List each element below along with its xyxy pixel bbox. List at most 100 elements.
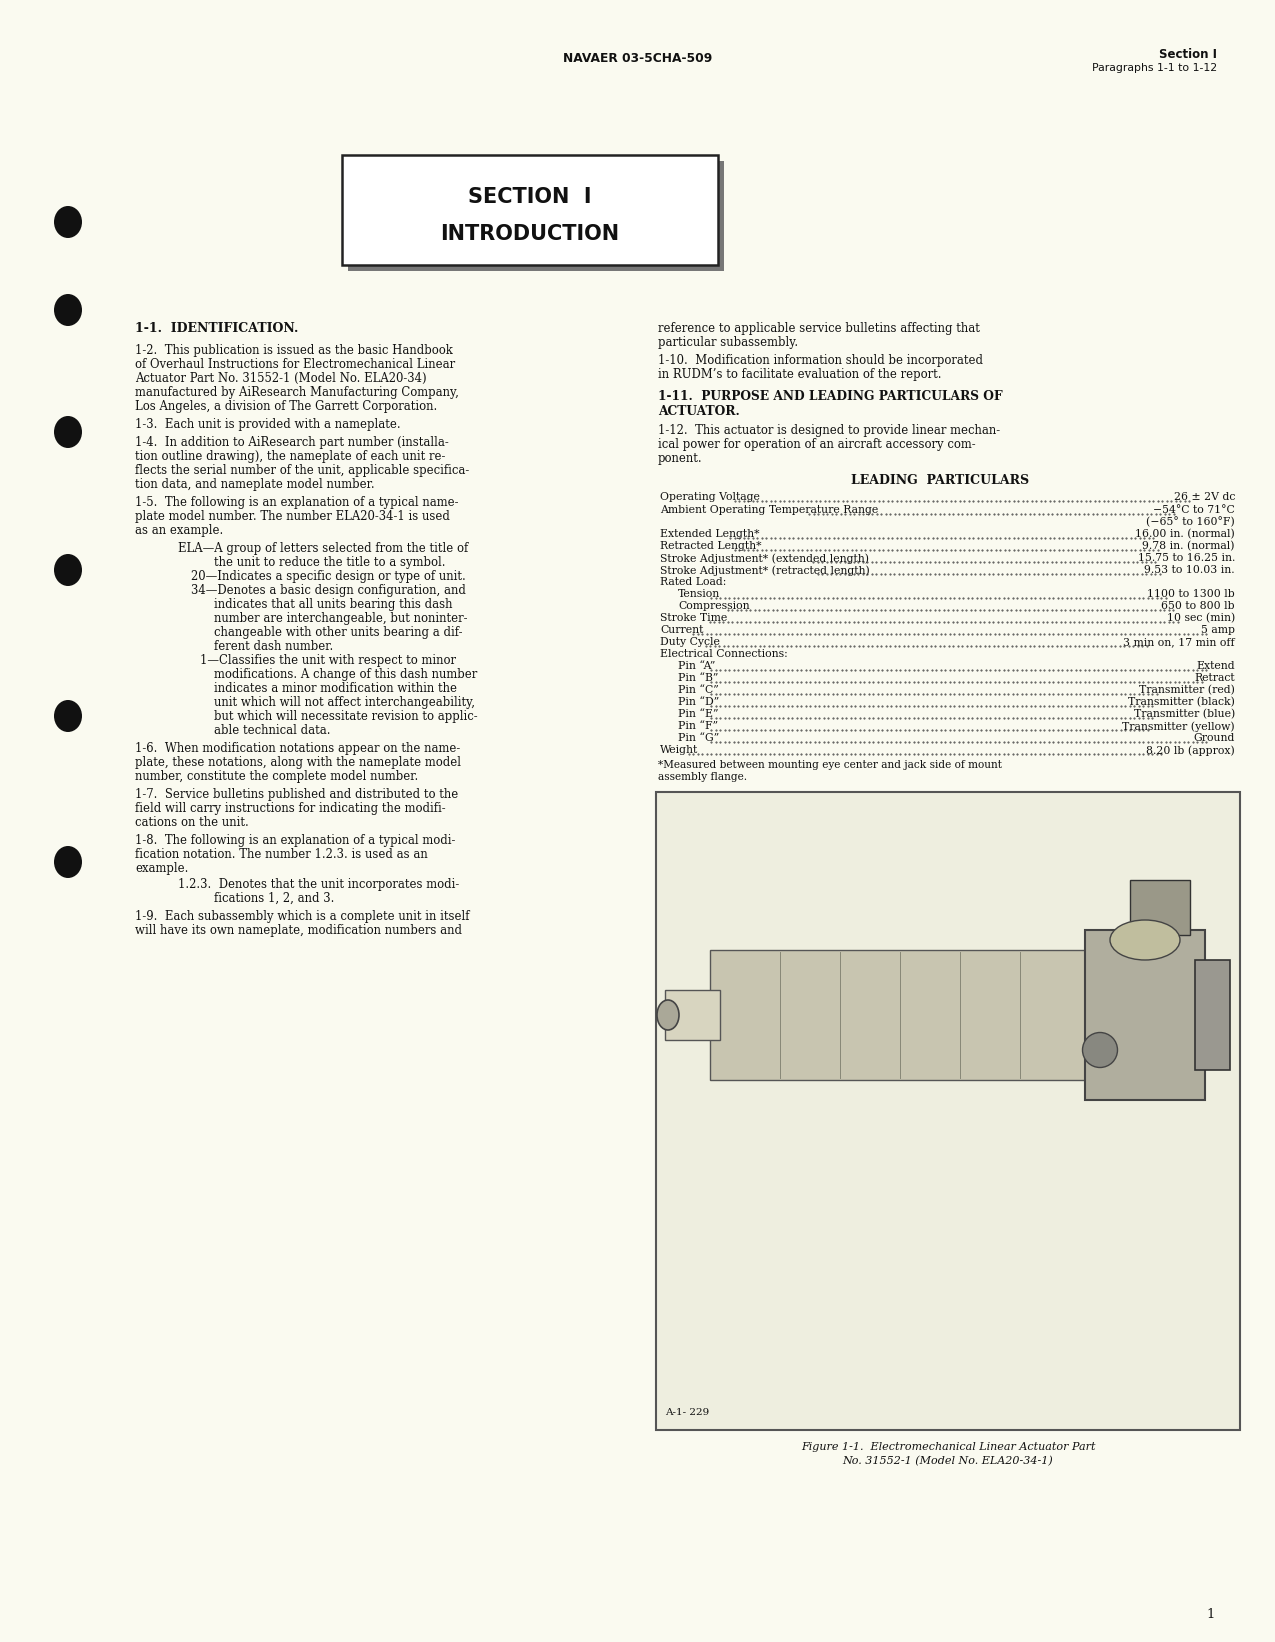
Ellipse shape: [54, 294, 82, 327]
Text: as an example.: as an example.: [135, 524, 223, 537]
Bar: [666, 990, 720, 1039]
Ellipse shape: [1111, 920, 1179, 961]
Text: Current: Current: [660, 626, 704, 635]
Text: Actuator Part No. 31552-1 (Model No. ELA20-34): Actuator Part No. 31552-1 (Model No. ELA…: [135, 373, 427, 384]
Ellipse shape: [54, 699, 82, 732]
Text: of Overhaul Instructions for Electromechanical Linear: of Overhaul Instructions for Electromech…: [135, 358, 455, 371]
Text: 9.78 in. (normal): 9.78 in. (normal): [1142, 540, 1235, 552]
Text: manufactured by AiResearch Manufacturing Company,: manufactured by AiResearch Manufacturing…: [135, 386, 459, 399]
Text: 1-10.  Modification information should be incorporated: 1-10. Modification information should be…: [658, 355, 983, 368]
Ellipse shape: [54, 415, 82, 448]
Text: in RUDM’s to facilitate evaluation of the report.: in RUDM’s to facilitate evaluation of th…: [658, 368, 941, 381]
Text: the unit to reduce the title to a symbol.: the unit to reduce the title to a symbol…: [214, 557, 445, 570]
Text: Pin “A”: Pin “A”: [678, 662, 715, 672]
Text: ELA—A group of letters selected from the title of: ELA—A group of letters selected from the…: [179, 542, 468, 555]
Text: Paragraphs 1-1 to 1-12: Paragraphs 1-1 to 1-12: [1091, 62, 1218, 72]
Text: indicates that all units bearing this dash: indicates that all units bearing this da…: [214, 598, 453, 611]
Text: plate model number. The number ELA20-34-1 is used: plate model number. The number ELA20-34-…: [135, 511, 450, 524]
Ellipse shape: [54, 553, 82, 586]
Bar: [710, 951, 1090, 1080]
Text: example.: example.: [135, 862, 189, 875]
Text: field will carry instructions for indicating the modifi-: field will carry instructions for indica…: [135, 801, 446, 814]
Text: 34—Denotes a basic design configuration, and: 34—Denotes a basic design configuration,…: [191, 585, 465, 598]
Text: 1-7.  Service bulletins published and distributed to the: 1-7. Service bulletins published and dis…: [135, 788, 458, 801]
Text: 9.53 to 10.03 in.: 9.53 to 10.03 in.: [1145, 565, 1235, 575]
Text: LEADING  PARTICULARS: LEADING PARTICULARS: [850, 475, 1029, 488]
Text: Pin “E”: Pin “E”: [678, 709, 719, 719]
Text: modifications. A change of this dash number: modifications. A change of this dash num…: [214, 668, 477, 681]
Text: 1-11.  PURPOSE AND LEADING PARTICULARS OF: 1-11. PURPOSE AND LEADING PARTICULARS OF: [658, 391, 1002, 402]
Text: ferent dash number.: ferent dash number.: [214, 640, 333, 654]
Text: will have its own nameplate, modification numbers and: will have its own nameplate, modificatio…: [135, 924, 462, 938]
Text: tion data, and nameplate model number.: tion data, and nameplate model number.: [135, 478, 375, 491]
Text: Transmitter (black): Transmitter (black): [1128, 696, 1235, 708]
Text: able technical data.: able technical data.: [214, 724, 330, 737]
Text: particular subassembly.: particular subassembly.: [658, 337, 798, 350]
Bar: [1195, 961, 1230, 1071]
Text: assembly flange.: assembly flange.: [658, 772, 747, 782]
Text: 20—Indicates a specific design or type of unit.: 20—Indicates a specific design or type o…: [191, 570, 465, 583]
Text: 650 to 800 lb: 650 to 800 lb: [1162, 601, 1235, 611]
Text: Duty Cycle: Duty Cycle: [660, 637, 720, 647]
Text: 1: 1: [1206, 1608, 1215, 1621]
Text: Pin “F”: Pin “F”: [678, 721, 718, 731]
Text: Pin “G”: Pin “G”: [678, 732, 719, 742]
Text: *Measured between mounting eye center and jack side of mount: *Measured between mounting eye center an…: [658, 760, 1002, 770]
Text: 10 sec (min): 10 sec (min): [1167, 612, 1235, 624]
Text: 8.20 lb (approx): 8.20 lb (approx): [1146, 745, 1235, 755]
Text: 15.75 to 16.25 in.: 15.75 to 16.25 in.: [1137, 553, 1235, 563]
Text: Extend: Extend: [1196, 662, 1235, 672]
Text: 1.2.3.  Denotes that the unit incorporates modi-: 1.2.3. Denotes that the unit incorporate…: [179, 878, 459, 892]
Ellipse shape: [1082, 1033, 1117, 1067]
Ellipse shape: [54, 846, 82, 878]
Text: Extended Length*: Extended Length*: [660, 529, 760, 539]
Text: Electrical Connections:: Electrical Connections:: [660, 649, 788, 658]
Text: Retract: Retract: [1195, 673, 1235, 683]
Text: Operating Voltage: Operating Voltage: [660, 493, 760, 502]
Text: NAVAER 03-5CHA-509: NAVAER 03-5CHA-509: [562, 53, 713, 66]
Text: 1-2.  This publication is issued as the basic Handbook: 1-2. This publication is issued as the b…: [135, 345, 453, 356]
Text: Stroke Adjustment* (retracted length): Stroke Adjustment* (retracted length): [660, 565, 870, 576]
Text: Section I: Section I: [1159, 48, 1218, 61]
Text: 1-9.  Each subassembly which is a complete unit in itself: 1-9. Each subassembly which is a complet…: [135, 910, 469, 923]
Bar: [1130, 880, 1190, 934]
Text: Pin “D”: Pin “D”: [678, 696, 719, 708]
Text: cations on the unit.: cations on the unit.: [135, 816, 249, 829]
Ellipse shape: [657, 1000, 680, 1030]
Text: A-1- 229: A-1- 229: [666, 1407, 709, 1417]
Text: 1-6.  When modification notations appear on the name-: 1-6. When modification notations appear …: [135, 742, 460, 755]
Bar: [348, 161, 724, 271]
Text: ACTUATOR.: ACTUATOR.: [658, 406, 739, 419]
Text: ponent.: ponent.: [658, 452, 703, 465]
Text: Rated Load:: Rated Load:: [660, 576, 727, 586]
Text: 1—Classifies the unit with respect to minor: 1—Classifies the unit with respect to mi…: [200, 654, 456, 667]
Text: 5 amp: 5 amp: [1201, 626, 1235, 635]
Text: number are interchangeable, but noninter-: number are interchangeable, but noninter…: [214, 612, 468, 626]
Text: 26 ± 2V dc: 26 ± 2V dc: [1173, 493, 1235, 502]
Text: 1-5.  The following is an explanation of a typical name-: 1-5. The following is an explanation of …: [135, 496, 459, 509]
Text: indicates a minor modification within the: indicates a minor modification within th…: [214, 681, 456, 695]
Text: INTRODUCTION: INTRODUCTION: [440, 225, 620, 245]
Text: 3 min on, 17 min off: 3 min on, 17 min off: [1123, 637, 1235, 647]
Text: Weight: Weight: [660, 745, 699, 755]
Text: plate, these notations, along with the nameplate model: plate, these notations, along with the n…: [135, 755, 462, 768]
Text: Tension: Tension: [678, 589, 720, 599]
Text: tion outline drawing), the nameplate of each unit re-: tion outline drawing), the nameplate of …: [135, 450, 445, 463]
Text: 1-1.  IDENTIFICATION.: 1-1. IDENTIFICATION.: [135, 322, 298, 335]
Text: Pin “C”: Pin “C”: [678, 685, 719, 695]
Text: unit which will not affect interchangeability,: unit which will not affect interchangeab…: [214, 696, 476, 709]
Text: reference to applicable service bulletins affecting that: reference to applicable service bulletin…: [658, 322, 980, 335]
Text: Stroke Adjustment* (extended length): Stroke Adjustment* (extended length): [660, 553, 870, 563]
Text: 1-12.  This actuator is designed to provide linear mechan-: 1-12. This actuator is designed to provi…: [658, 424, 1000, 437]
Text: number, constitute the complete model number.: number, constitute the complete model nu…: [135, 770, 418, 783]
Bar: [657, 791, 1241, 1430]
Text: Ambient Operating Temperature Range: Ambient Operating Temperature Range: [660, 506, 878, 516]
Ellipse shape: [54, 205, 82, 238]
Text: 16.00 in. (normal): 16.00 in. (normal): [1135, 529, 1235, 539]
Text: Ground: Ground: [1193, 732, 1235, 742]
Text: flects the serial number of the unit, applicable specifica-: flects the serial number of the unit, ap…: [135, 465, 469, 476]
Text: Transmitter (blue): Transmitter (blue): [1133, 709, 1235, 719]
Text: Stroke Time: Stroke Time: [660, 612, 727, 622]
Text: 1-4.  In addition to AiResearch part number (installa-: 1-4. In addition to AiResearch part numb…: [135, 437, 449, 448]
Text: Compression: Compression: [678, 601, 750, 611]
